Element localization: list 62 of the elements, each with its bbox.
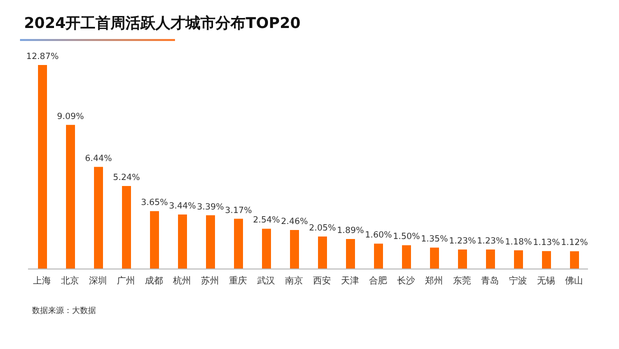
data-label: 2.05% bbox=[308, 224, 336, 234]
data-label: 1.89% bbox=[336, 226, 364, 236]
data-label: 3.39% bbox=[196, 202, 224, 212]
bar bbox=[262, 228, 271, 269]
x-tick-label: 无锡 bbox=[537, 275, 555, 286]
source-note: 数据来源：大数据 bbox=[31, 305, 97, 316]
bar bbox=[458, 250, 467, 269]
data-label: 9.09% bbox=[56, 112, 84, 122]
bar bbox=[486, 250, 495, 269]
x-tick-label: 青岛 bbox=[481, 275, 499, 286]
bar bbox=[514, 250, 523, 269]
x-tick-label: 佛山 bbox=[565, 275, 583, 286]
bar bbox=[178, 214, 187, 269]
data-label: 3.44% bbox=[168, 201, 196, 212]
x-tick-label: 宁波 bbox=[509, 275, 527, 286]
x-tick-label: 郑州 bbox=[425, 275, 443, 286]
data-label: 1.60% bbox=[364, 230, 392, 241]
data-label: 3.17% bbox=[224, 206, 252, 216]
x-tick-label: 合肥 bbox=[369, 275, 387, 286]
bar bbox=[430, 248, 439, 269]
data-label: 1.13% bbox=[532, 238, 560, 248]
x-tick-label: 上海 bbox=[33, 275, 51, 286]
x-tick-label: 深圳 bbox=[89, 275, 107, 286]
data-label: 5.24% bbox=[112, 172, 140, 183]
bar bbox=[150, 211, 159, 269]
data-label: 12.87% bbox=[26, 52, 59, 62]
bar bbox=[318, 236, 327, 269]
bar bbox=[38, 65, 47, 269]
bar bbox=[290, 230, 299, 269]
x-tick-label: 北京 bbox=[61, 275, 79, 286]
bar bbox=[570, 251, 579, 269]
bar bbox=[66, 124, 75, 269]
x-tick-label: 广州 bbox=[117, 275, 135, 286]
data-label: 2.54% bbox=[252, 216, 280, 226]
data-label: 6.44% bbox=[84, 154, 112, 164]
data-label: 1.23% bbox=[476, 236, 504, 247]
bar bbox=[542, 251, 551, 269]
x-tick-label: 杭州 bbox=[172, 275, 191, 286]
bar bbox=[346, 239, 355, 269]
x-tick-label: 西安 bbox=[313, 275, 331, 286]
x-tick-label: 东莞 bbox=[453, 275, 471, 286]
bar bbox=[122, 186, 131, 269]
x-tick-label: 天津 bbox=[341, 275, 359, 286]
data-label: 1.18% bbox=[504, 237, 532, 248]
data-label: 1.50% bbox=[392, 232, 420, 242]
bar bbox=[94, 166, 103, 269]
x-tick-label: 长沙 bbox=[397, 275, 415, 286]
x-tick-label: 苏州 bbox=[201, 275, 219, 286]
bar bbox=[374, 244, 383, 269]
x-tick-label: 成都 bbox=[145, 275, 163, 286]
chart-title: 2024开工首周活跃人才城市分布TOP20 bbox=[23, 13, 302, 33]
x-tick-label: 重庆 bbox=[229, 275, 247, 286]
bar bbox=[234, 218, 243, 269]
bar bbox=[206, 215, 215, 269]
x-tick-label: 武汉 bbox=[257, 275, 275, 286]
bar bbox=[402, 245, 411, 269]
data-label: 1.23% bbox=[448, 236, 476, 247]
data-label: 2.46% bbox=[280, 217, 308, 228]
data-label: 1.12% bbox=[560, 238, 588, 248]
x-tick-label: 南京 bbox=[285, 275, 303, 286]
data-label: 1.35% bbox=[420, 234, 448, 245]
data-label: 3.65% bbox=[140, 198, 168, 208]
